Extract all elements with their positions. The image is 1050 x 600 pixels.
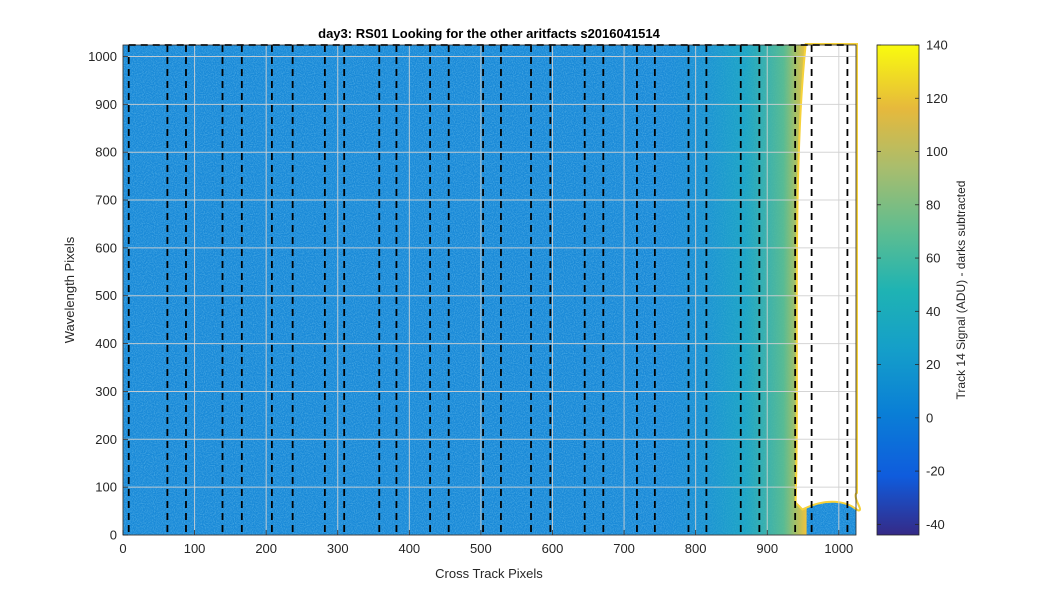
x-axis: 0 100 200 300 400 500 600 700 800 900 1000 [119, 530, 853, 556]
x-axis-label: Cross Track Pixels [435, 566, 543, 581]
x-tick-label: 600 [542, 541, 564, 556]
colorbar-tick-label: 100 [926, 144, 948, 159]
heatmap-plot [122, 43, 862, 536]
x-tick-label: 400 [398, 541, 420, 556]
chart-title: day3: RS01 Looking for the other aritfac… [318, 26, 661, 41]
y-tick-label: 300 [95, 384, 117, 399]
x-tick-label: 1000 [824, 541, 853, 556]
heatmap-signal-edge [652, 45, 807, 535]
y-tick-label: 1000 [88, 49, 117, 64]
x-tick-label: 900 [756, 541, 778, 556]
y-tick-label: 600 [95, 240, 117, 255]
y-tick-label: 0 [110, 528, 117, 543]
colorbar-tick-label: 60 [926, 251, 940, 266]
y-tick-label: 400 [95, 336, 117, 351]
colorbar-tick-label: 80 [926, 197, 940, 212]
colorbar-tick-label: 140 [926, 38, 948, 53]
colorbar-scale [876, 44, 920, 536]
y-tick-label: 800 [95, 145, 117, 160]
colorbar-tick-label: -40 [926, 517, 945, 532]
y-axis-label: Wavelength Pixels [62, 236, 77, 343]
grid [122, 45, 856, 536]
dashed-lines [127, 44, 849, 535]
y-tick-label: 100 [95, 480, 117, 495]
colorbar-tick-label: 40 [926, 304, 940, 319]
x-tick-label: 200 [255, 541, 277, 556]
y-tick-label: 500 [95, 288, 117, 303]
colorbar-tick-label: 20 [926, 357, 940, 372]
x-tick-label: 100 [184, 541, 206, 556]
colorbar-label: Track 14 Signal (ADU) - darks subtracted [954, 181, 968, 400]
colorbar: -40 -20 0 20 40 60 80 100 120 140 [876, 38, 948, 536]
x-tick-label: 300 [327, 541, 349, 556]
x-tick-label: 0 [119, 541, 126, 556]
y-tick-label: 900 [95, 97, 117, 112]
plot-frame [122, 44, 857, 536]
colorbar-tick-label: 0 [926, 410, 933, 425]
x-tick-label: 700 [613, 541, 635, 556]
x-tick-label: 800 [685, 541, 707, 556]
y-tick-label: 700 [95, 193, 117, 208]
heatmap-unobserved-region [796, 45, 860, 510]
y-tick-label: 200 [95, 432, 117, 447]
colorbar-tick-label: 120 [926, 91, 948, 106]
y-axis: 0 100 200 300 400 500 600 700 800 900 1000 [88, 49, 128, 543]
x-tick-label: 500 [470, 541, 492, 556]
colorbar-tick-label: -20 [926, 464, 945, 479]
